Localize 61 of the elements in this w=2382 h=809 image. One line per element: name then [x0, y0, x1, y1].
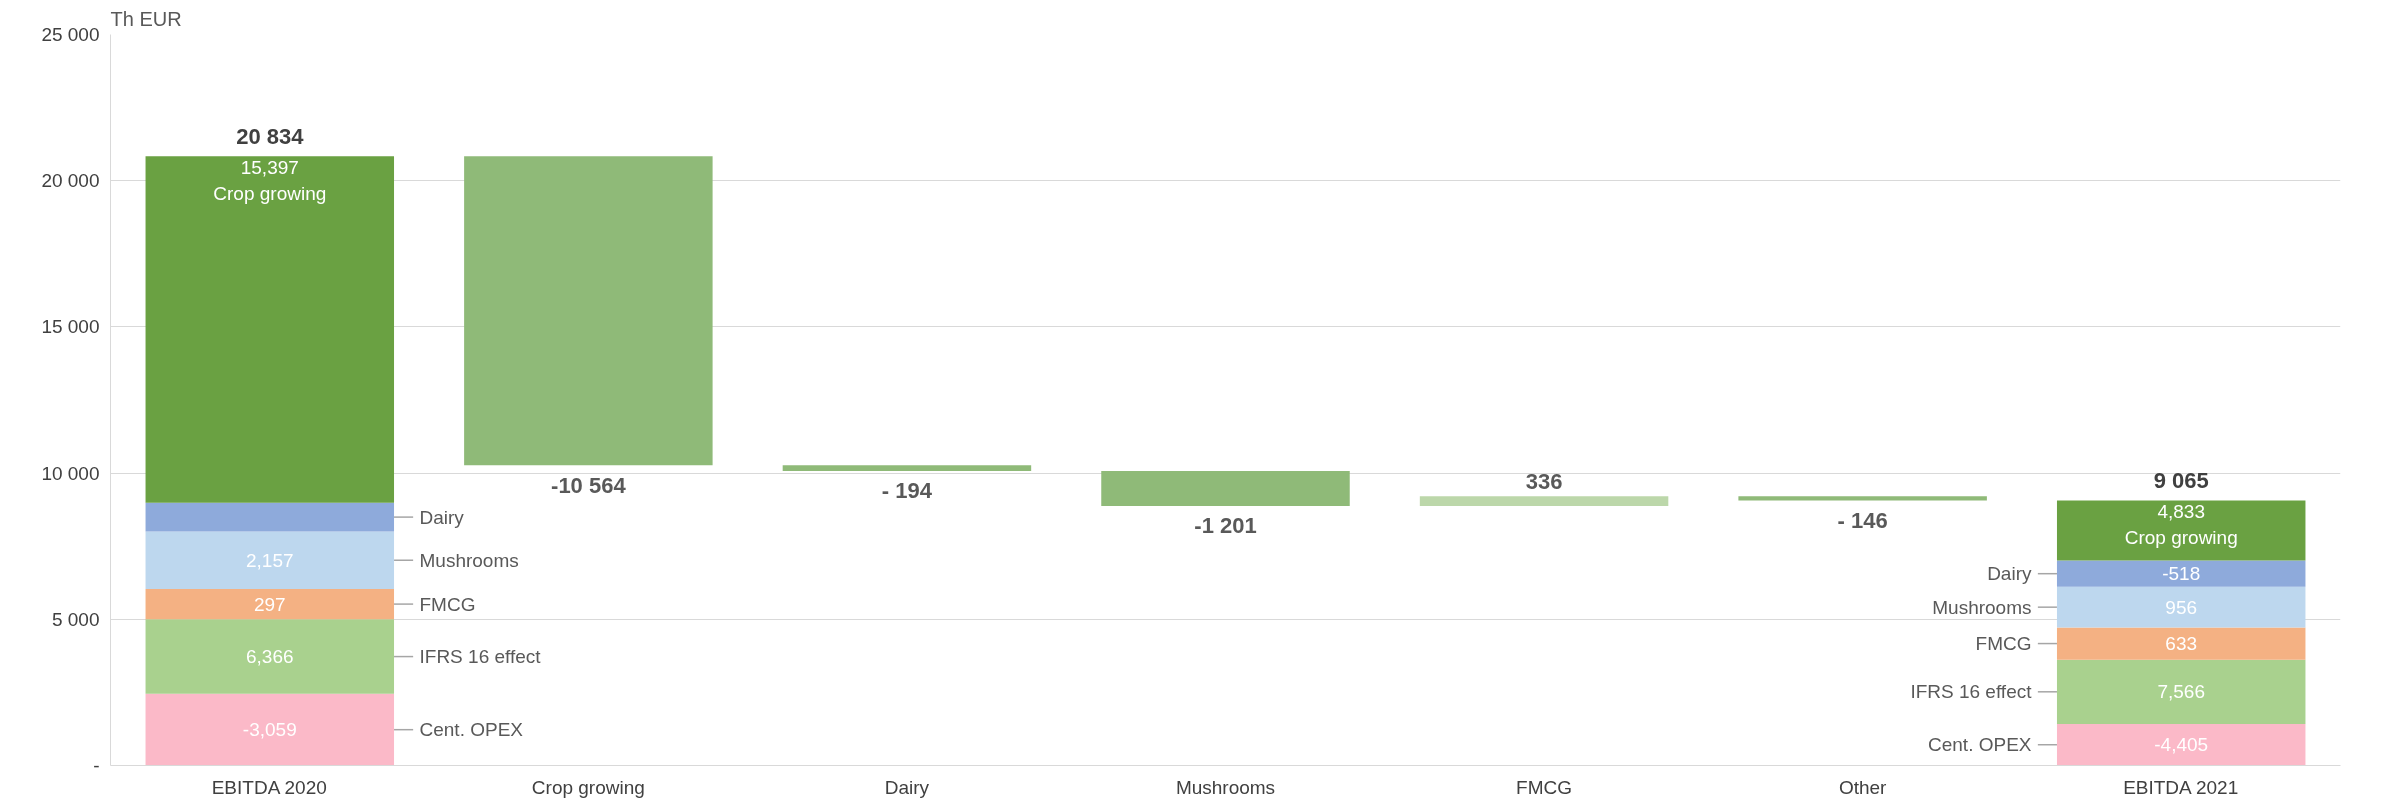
- data-label: -1 201: [1194, 513, 1257, 539]
- data-label: - 194: [881, 478, 933, 504]
- annotation: 4,833: [2157, 500, 2205, 522]
- series-label: Crop growing: [2124, 526, 2238, 548]
- total-label: 9 065: [2153, 468, 2209, 494]
- annotation: 15,397: [240, 156, 299, 178]
- x-tick-label: EBITDA 2021: [2123, 776, 2239, 798]
- y-tick-label: 10 000: [41, 462, 100, 484]
- series-label: Mushrooms: [1932, 596, 2032, 618]
- bar: [2056, 627, 2306, 660]
- text: Dairy: [419, 506, 464, 528]
- series-label: Cent. OPEX: [1928, 734, 2032, 756]
- annotation: -3,059: [242, 719, 297, 741]
- x-tick-label: EBITDA 2020: [211, 776, 327, 798]
- text: Crop growing: [213, 182, 327, 204]
- data-label: - 146: [1837, 507, 1888, 533]
- bar: [145, 588, 395, 620]
- bar: [464, 156, 713, 466]
- annotation: -4,405: [2154, 734, 2209, 756]
- bar: [2056, 560, 2306, 587]
- text: Mushrooms: [419, 549, 519, 571]
- x-tick-label: FMCG: [1516, 776, 1573, 798]
- y-tick-label: -: [93, 755, 100, 776]
- annotation: 633: [2165, 633, 2198, 655]
- bar: [782, 465, 1032, 471]
- bar: [145, 693, 395, 766]
- annotation: 6,366: [246, 646, 294, 668]
- series-label: IFRS 16 effect: [1910, 681, 2033, 703]
- bar: [145, 502, 395, 532]
- text: IFRS 16 effect: [419, 646, 541, 668]
- y-tick-label: 5 000: [51, 608, 100, 630]
- annotation: 956: [2165, 596, 2198, 618]
- bar: [145, 156, 395, 503]
- x-tick-label: Other: [1838, 776, 1888, 798]
- bar: [2056, 500, 2306, 561]
- bar: [145, 619, 395, 694]
- y-axis-title: Th EUR: [110, 7, 182, 30]
- total-label: 20 834: [236, 124, 305, 149]
- annotation: 2,157: [246, 549, 294, 571]
- x-tick-label: Dairy: [884, 776, 930, 798]
- y-tick-label: 25 000: [41, 24, 100, 45]
- data-label: -10 564: [551, 472, 627, 498]
- data-label: 336: [1525, 468, 1563, 494]
- x-tick-label: Mushrooms: [1175, 776, 1276, 798]
- bar: [1101, 470, 1350, 506]
- annotation: -518: [2162, 563, 2201, 585]
- text: Cent. OPEX: [419, 719, 524, 741]
- series-label: FMCG: [1975, 633, 2032, 655]
- bar: [1738, 496, 1987, 501]
- series-label: Dairy: [1987, 563, 2032, 585]
- x-tick-label: Crop growing: [531, 776, 645, 798]
- annotation: 297: [253, 593, 286, 615]
- bar: [2056, 723, 2306, 766]
- text: FMCG: [419, 593, 476, 615]
- bar: [2056, 586, 2306, 628]
- y-tick-label: 20 000: [41, 170, 100, 192]
- bar: [2056, 659, 2306, 724]
- bar: [1419, 496, 1669, 506]
- y-tick-label: 15 000: [41, 316, 100, 338]
- annotation: 7,566: [2157, 681, 2205, 703]
- bar: [145, 531, 395, 589]
